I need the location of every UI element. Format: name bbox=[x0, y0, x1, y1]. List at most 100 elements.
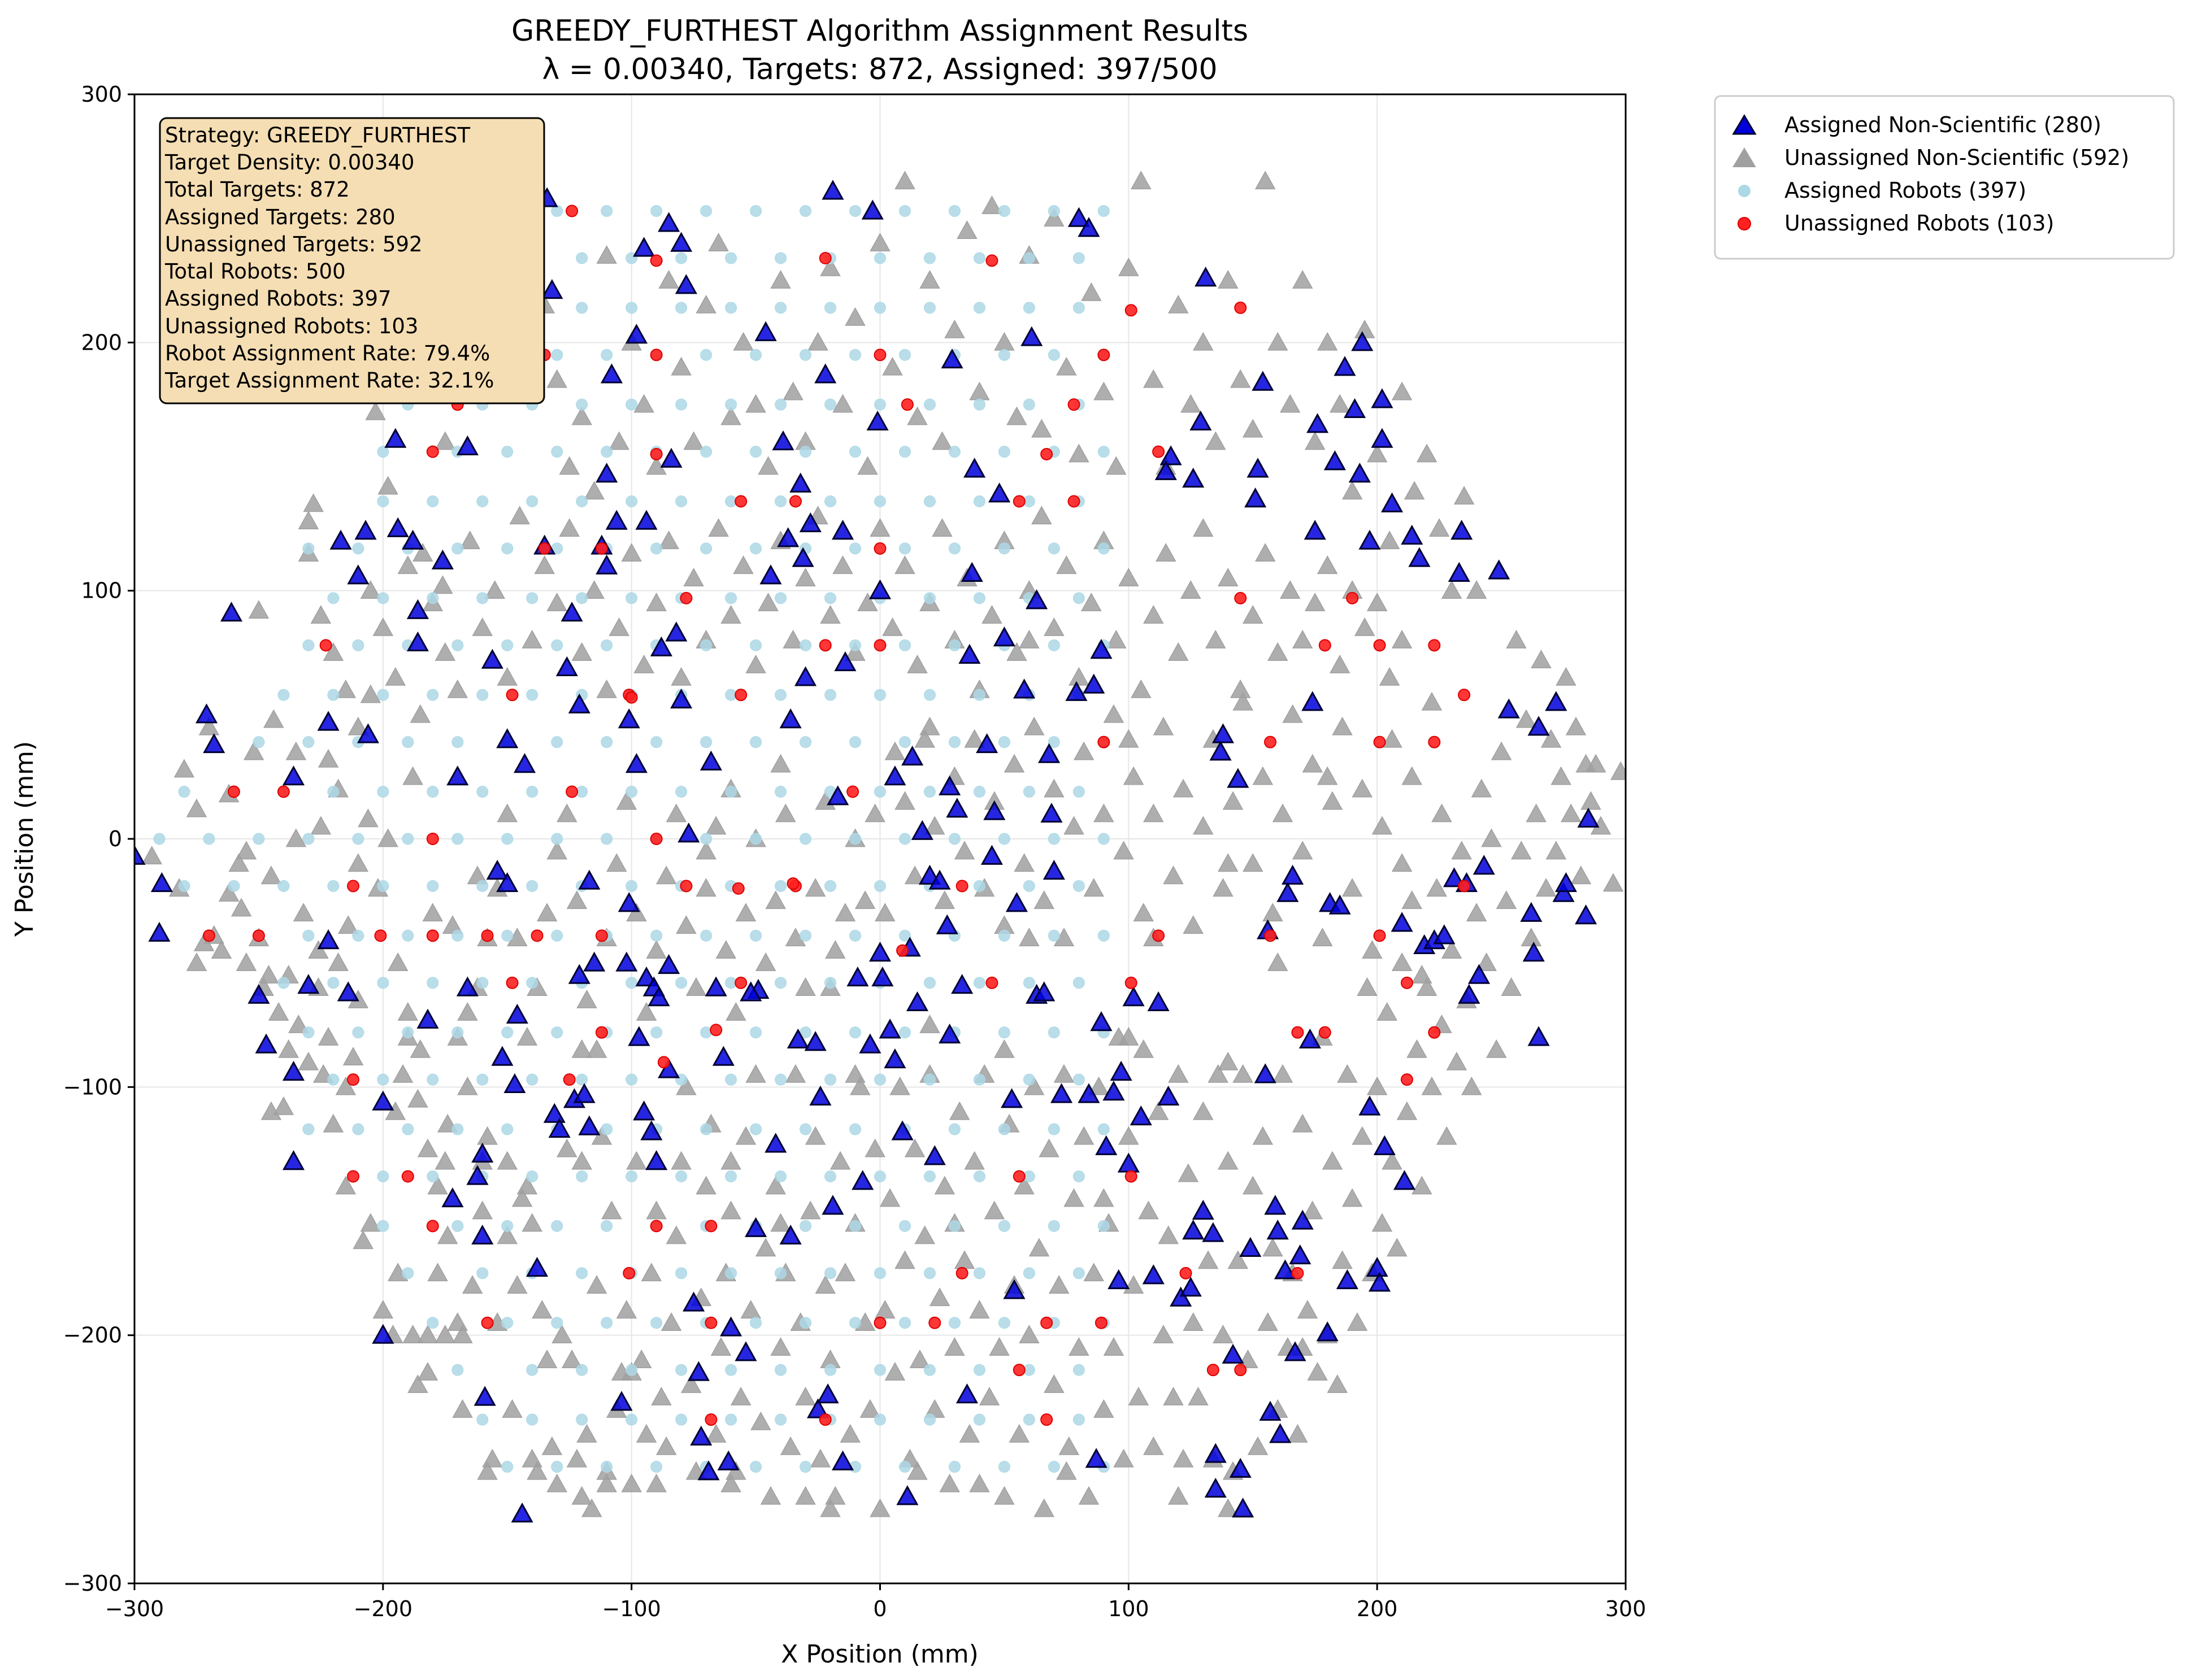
assigned-robot-marker bbox=[427, 786, 439, 798]
unassigned-robot-marker bbox=[538, 542, 551, 555]
unassigned-target-marker bbox=[1252, 766, 1274, 785]
unassigned-target-marker bbox=[1093, 803, 1114, 822]
unassigned-target-marker bbox=[1391, 853, 1413, 872]
assigned-robot-marker bbox=[1072, 302, 1085, 314]
unassigned-robot-marker bbox=[1400, 1073, 1413, 1086]
assigned-target-marker bbox=[1192, 1199, 1214, 1220]
unassigned-robot-marker bbox=[896, 944, 909, 957]
unassigned-robot-marker bbox=[705, 1413, 718, 1426]
assigned-robot-marker bbox=[650, 1026, 663, 1039]
assigned-target-marker bbox=[1433, 924, 1456, 945]
unassigned-target-marker bbox=[571, 1039, 592, 1058]
unassigned-target-marker bbox=[865, 1138, 885, 1157]
unassigned-target-marker bbox=[571, 642, 592, 661]
unassigned-target-marker bbox=[571, 1486, 592, 1505]
unassigned-target-marker bbox=[186, 952, 207, 972]
assigned-robot-marker bbox=[998, 1026, 1010, 1039]
unassigned-target-marker bbox=[1242, 419, 1263, 438]
unassigned-target-marker bbox=[1118, 1026, 1139, 1046]
assigned-robot-marker bbox=[576, 398, 588, 411]
unassigned-target-marker bbox=[1063, 816, 1084, 835]
assigned-robot-marker bbox=[923, 977, 936, 989]
assigned-robot-marker bbox=[898, 446, 911, 458]
unassigned-robot-marker bbox=[1040, 1316, 1053, 1329]
unassigned-target-marker bbox=[541, 1436, 563, 1455]
unassigned-target-marker bbox=[1023, 1076, 1045, 1095]
assigned-robot-marker bbox=[1097, 1220, 1110, 1232]
unassigned-target-marker bbox=[882, 617, 903, 636]
unassigned-target-marker bbox=[954, 841, 975, 860]
unassigned-robot-marker bbox=[650, 254, 663, 267]
unassigned-target-marker bbox=[1183, 915, 1204, 934]
assigned-target-marker bbox=[282, 1060, 305, 1081]
unassigned-target-marker bbox=[1560, 803, 1582, 822]
assigned-robot-marker bbox=[551, 1220, 563, 1232]
unassigned-target-marker bbox=[994, 1039, 1015, 1058]
unassigned-target-marker bbox=[397, 555, 419, 574]
assigned-target-marker bbox=[486, 860, 509, 880]
assigned-robot-marker bbox=[800, 833, 812, 845]
unassigned-target-marker bbox=[609, 431, 629, 450]
unassigned-target-marker bbox=[360, 580, 381, 599]
unassigned-target-marker bbox=[770, 1213, 791, 1232]
assigned-robot-marker bbox=[700, 1123, 713, 1135]
unassigned-target-marker bbox=[231, 898, 252, 917]
unassigned-robot-marker bbox=[426, 833, 439, 845]
assigned-target-marker bbox=[1154, 460, 1177, 480]
unassigned-robot-marker bbox=[506, 976, 519, 989]
assigned-target-marker bbox=[1266, 1220, 1289, 1240]
assigned-target-marker bbox=[1336, 1269, 1358, 1290]
assigned-target-marker bbox=[456, 976, 479, 996]
assigned-target-marker bbox=[503, 1073, 526, 1094]
unassigned-robot-marker bbox=[705, 1220, 718, 1233]
assigned-robot-marker bbox=[700, 929, 713, 942]
unassigned-target-marker bbox=[348, 716, 369, 735]
unassigned-target-marker bbox=[1118, 1126, 1139, 1145]
unassigned-target-marker bbox=[981, 195, 1002, 215]
unassigned-target-marker bbox=[1247, 1436, 1269, 1455]
assigned-target-marker bbox=[1373, 1135, 1396, 1155]
assigned-target-marker bbox=[1259, 1400, 1282, 1421]
assigned-robot-marker bbox=[1097, 833, 1110, 845]
assigned-target-marker bbox=[372, 1324, 394, 1344]
unassigned-target-marker bbox=[914, 1225, 935, 1244]
assigned-target-marker bbox=[618, 892, 640, 912]
unassigned-target-marker bbox=[522, 629, 543, 649]
assigned-robot-marker bbox=[476, 1413, 489, 1426]
unassigned-target-marker bbox=[658, 269, 679, 289]
assigned-target-marker bbox=[615, 951, 638, 972]
assigned-robot-marker bbox=[451, 1026, 464, 1039]
assigned-robot-marker bbox=[476, 1073, 489, 1086]
assigned-robot-marker bbox=[377, 1073, 389, 1086]
unassigned-target-marker bbox=[561, 1350, 583, 1368]
assigned-robot-marker bbox=[377, 495, 389, 508]
assigned-robot-marker bbox=[948, 446, 961, 458]
unassigned-target-marker bbox=[1168, 1486, 1189, 1505]
unassigned-target-marker bbox=[387, 952, 409, 972]
assigned-robot-marker bbox=[1048, 736, 1060, 748]
assigned-robot-marker bbox=[576, 495, 588, 508]
assigned-target-marker bbox=[1323, 450, 1346, 471]
x-tick-label: −100 bbox=[602, 1596, 661, 1621]
unassigned-target-marker bbox=[472, 1200, 493, 1220]
assigned-robot-marker bbox=[1048, 1123, 1060, 1135]
assigned-robot-marker bbox=[501, 639, 514, 651]
unassigned-target-marker bbox=[1471, 778, 1492, 798]
unassigned-target-marker bbox=[1550, 766, 1571, 785]
assigned-target-marker bbox=[670, 232, 693, 252]
assigned-robot-marker bbox=[601, 446, 613, 458]
assigned-robot-marker bbox=[626, 495, 638, 508]
unassigned-target-marker bbox=[720, 1200, 741, 1220]
assigned-target-marker bbox=[1348, 463, 1371, 483]
assigned-robot-marker bbox=[178, 880, 190, 892]
unassigned-target-marker bbox=[288, 1014, 309, 1033]
assigned-robot-marker bbox=[750, 1026, 762, 1039]
assigned-target-marker bbox=[1554, 872, 1577, 893]
assigned-robot-marker bbox=[501, 929, 514, 942]
unassigned-target-marker bbox=[994, 1486, 1015, 1505]
unassigned-target-marker bbox=[626, 1151, 647, 1170]
unassigned-target-marker bbox=[964, 729, 985, 748]
assigned-target-marker bbox=[936, 914, 958, 934]
assigned-robot-marker bbox=[551, 639, 563, 651]
assigned-target-marker bbox=[1182, 1220, 1205, 1240]
